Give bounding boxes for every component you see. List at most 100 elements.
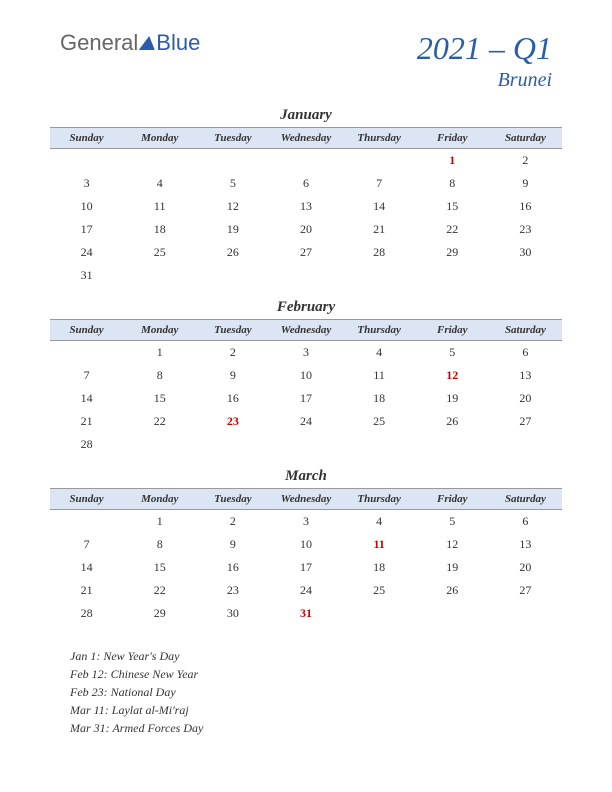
calendar-row: 17181920212223 <box>50 218 562 241</box>
calendar-cell: 6 <box>489 341 562 365</box>
month-block: February SundayMondayTuesdayWednesdayThur… <box>50 299 562 456</box>
calendar-cell: 21 <box>50 579 123 602</box>
day-header: Friday <box>416 489 489 510</box>
day-header: Friday <box>416 320 489 341</box>
calendar-cell: 26 <box>416 579 489 602</box>
calendar-cell: 22 <box>416 218 489 241</box>
calendar-cell: 14 <box>50 387 123 410</box>
calendar-cell: 17 <box>50 218 123 241</box>
calendar-cell: 2 <box>489 149 562 173</box>
calendar-cell <box>50 149 123 173</box>
calendar-cell: 27 <box>269 241 342 264</box>
calendar-row: 12 <box>50 149 562 173</box>
calendar-row: 78910111213 <box>50 533 562 556</box>
calendar-cell: 10 <box>269 533 342 556</box>
calendar-cell: 2 <box>196 510 269 534</box>
calendar-cell: 18 <box>123 218 196 241</box>
calendar-cell: 15 <box>123 556 196 579</box>
header: General Blue 2021 – Q1 Brunei <box>0 0 612 102</box>
calendar-cell: 3 <box>269 510 342 534</box>
calendar-cell: 20 <box>489 556 562 579</box>
calendar-cell <box>269 433 342 456</box>
calendar-cell: 23 <box>196 579 269 602</box>
calendar-cell: 16 <box>196 556 269 579</box>
calendar-cell <box>269 149 342 173</box>
calendar-cell: 4 <box>343 510 416 534</box>
holiday-item: Mar 11: Laylat al-Mi'raj <box>70 701 542 719</box>
calendar-cell: 19 <box>416 387 489 410</box>
calendar-cell: 27 <box>489 579 562 602</box>
calendar-row: 24252627282930 <box>50 241 562 264</box>
calendar-table: SundayMondayTuesdayWednesdayThursdayFrid… <box>50 319 562 456</box>
calendar-cell: 12 <box>196 195 269 218</box>
day-header: Saturday <box>489 320 562 341</box>
calendar-row: 78910111213 <box>50 364 562 387</box>
calendar-cell <box>269 264 342 287</box>
calendar-cell <box>50 510 123 534</box>
day-header: Tuesday <box>196 128 269 149</box>
calendar-row: 14151617181920 <box>50 556 562 579</box>
calendar-cell: 5 <box>196 172 269 195</box>
calendar-cell: 14 <box>50 556 123 579</box>
calendar-cell: 31 <box>269 602 342 625</box>
calendar-cell <box>343 264 416 287</box>
calendar-cell: 29 <box>416 241 489 264</box>
calendar-cell: 13 <box>489 364 562 387</box>
title-block: 2021 – Q1 Brunei <box>417 30 552 92</box>
calendar-cell: 24 <box>269 579 342 602</box>
month-name: January <box>50 107 562 124</box>
calendar-cell <box>196 433 269 456</box>
calendar-cell: 13 <box>489 533 562 556</box>
logo: General Blue <box>60 30 200 56</box>
calendar-cell: 30 <box>196 602 269 625</box>
logo-text-blue: Blue <box>156 30 200 56</box>
calendar-cell: 13 <box>269 195 342 218</box>
calendar-cell: 8 <box>123 533 196 556</box>
calendar-cell <box>196 264 269 287</box>
calendar-cell <box>50 341 123 365</box>
calendar-table: SundayMondayTuesdayWednesdayThursdayFrid… <box>50 127 562 287</box>
day-header: Thursday <box>343 489 416 510</box>
calendar-cell: 5 <box>416 510 489 534</box>
day-header: Tuesday <box>196 320 269 341</box>
day-header: Saturday <box>489 489 562 510</box>
calendar-cell: 21 <box>343 218 416 241</box>
calendar-cell: 23 <box>196 410 269 433</box>
calendar-row: 21222324252627 <box>50 410 562 433</box>
calendar-cell: 25 <box>343 410 416 433</box>
day-header: Saturday <box>489 128 562 149</box>
month-name: March <box>50 468 562 485</box>
month-name: February <box>50 299 562 316</box>
day-header: Monday <box>123 489 196 510</box>
day-header: Thursday <box>343 320 416 341</box>
holiday-item: Mar 31: Armed Forces Day <box>70 719 542 737</box>
calendar-row: 31 <box>50 264 562 287</box>
month-block: January SundayMondayTuesdayWednesdayThurs… <box>50 107 562 287</box>
calendar-cell: 1 <box>416 149 489 173</box>
calendar-cell <box>416 433 489 456</box>
calendar-row: 10111213141516 <box>50 195 562 218</box>
calendar-row: 123456 <box>50 510 562 534</box>
calendar-cell: 24 <box>269 410 342 433</box>
calendar-cell: 16 <box>196 387 269 410</box>
calendar-cell: 9 <box>196 364 269 387</box>
calendar-cell <box>343 149 416 173</box>
calendar-cell: 12 <box>416 364 489 387</box>
logo-text-general: General <box>60 30 138 56</box>
calendar-cell <box>416 264 489 287</box>
title-sub: Brunei <box>417 69 552 92</box>
day-header: Wednesday <box>269 489 342 510</box>
calendar-cell: 9 <box>489 172 562 195</box>
holiday-item: Feb 23: National Day <box>70 683 542 701</box>
logo-triangle-icon <box>139 36 157 50</box>
day-header: Sunday <box>50 320 123 341</box>
calendar-row: 28 <box>50 433 562 456</box>
title-main: 2021 – Q1 <box>417 30 552 67</box>
calendar-cell: 22 <box>123 579 196 602</box>
calendar-cell: 7 <box>50 364 123 387</box>
calendar-cell <box>343 433 416 456</box>
calendar-cell: 12 <box>416 533 489 556</box>
calendar-cell: 3 <box>50 172 123 195</box>
calendar-cell <box>343 602 416 625</box>
holiday-item: Jan 1: New Year's Day <box>70 647 542 665</box>
